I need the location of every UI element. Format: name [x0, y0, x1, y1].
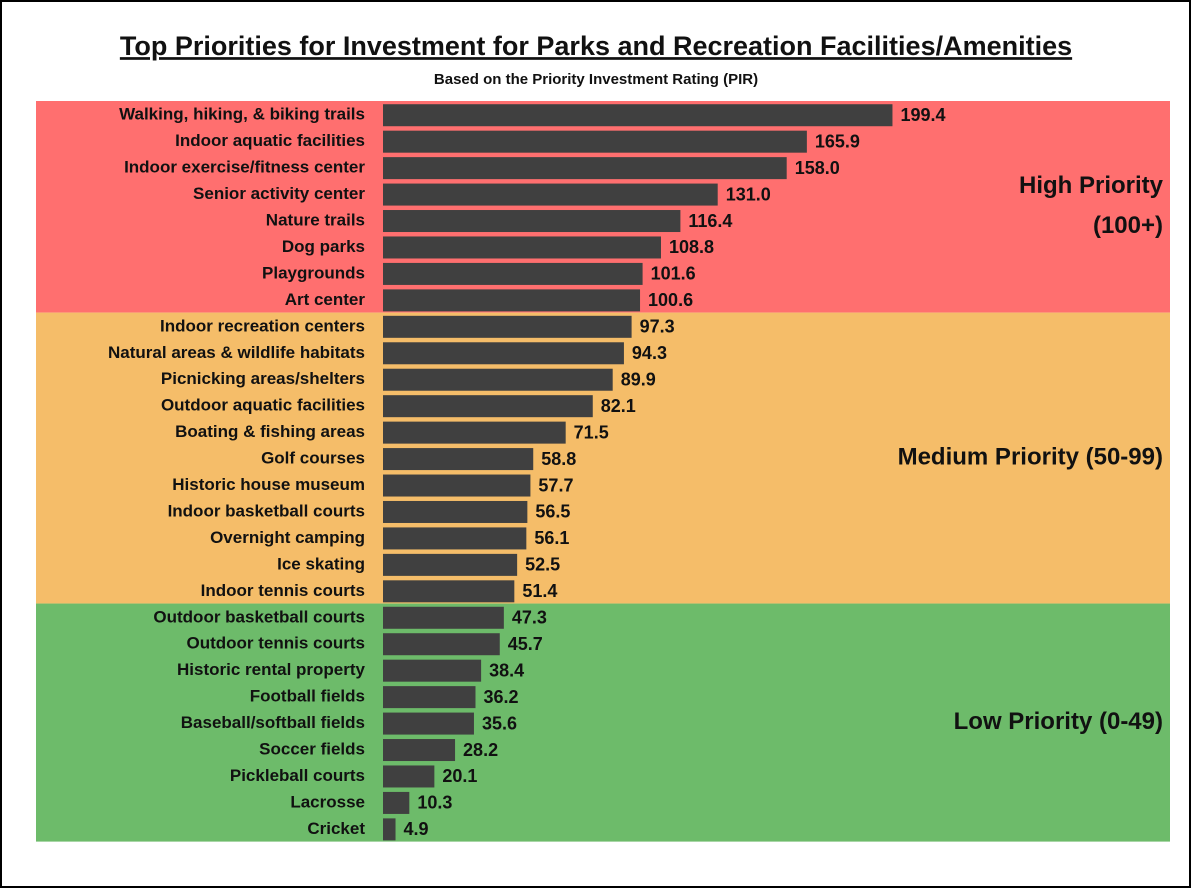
band-label: Low Priority (0-49) [954, 708, 1163, 735]
category-label: Historic house museum [172, 475, 365, 494]
band-label: (100+) [1093, 212, 1163, 239]
value-label: 97.3 [640, 317, 675, 337]
value-label: 45.7 [508, 634, 543, 654]
value-label: 165.9 [815, 131, 860, 151]
value-label: 4.9 [404, 819, 429, 839]
value-label: 58.8 [541, 449, 576, 469]
bar [383, 183, 718, 206]
bar [383, 315, 632, 338]
priority-band [36, 603, 1170, 842]
value-label: 51.4 [522, 581, 557, 601]
bar [383, 130, 807, 153]
bar [383, 791, 410, 814]
bar [383, 712, 474, 735]
category-label: Outdoor tennis courts [187, 634, 366, 653]
category-label: Nature trails [266, 211, 365, 230]
category-label: Ice skating [277, 554, 365, 573]
value-label: 108.8 [669, 237, 714, 257]
value-label: 56.1 [534, 528, 569, 548]
value-label: 57.7 [538, 475, 573, 495]
bar [383, 580, 515, 603]
bar [383, 474, 531, 497]
bar [383, 210, 681, 233]
category-label: Soccer fields [259, 740, 365, 759]
category-label: Indoor basketball courts [168, 501, 365, 520]
bar [383, 500, 528, 523]
value-label: 20.1 [442, 766, 477, 786]
category-label: Boating & fishing areas [175, 422, 365, 441]
bar [383, 421, 566, 444]
bar [383, 765, 435, 788]
bar [383, 686, 476, 709]
category-label: Baseball/softball fields [181, 713, 365, 732]
value-label: 36.2 [483, 687, 518, 707]
category-label: Walking, hiking, & biking trails [119, 105, 365, 124]
band-label: High Priority [1019, 172, 1164, 199]
bar [383, 606, 504, 629]
category-label: Pickleball courts [230, 766, 365, 785]
bar [383, 739, 456, 762]
category-label: Senior activity center [193, 184, 365, 203]
bar [383, 157, 787, 180]
value-label: 10.3 [417, 793, 452, 813]
value-label: 56.5 [535, 502, 570, 522]
bar [383, 104, 893, 127]
bar [383, 368, 613, 391]
band-label: Medium Priority (50-99) [898, 443, 1163, 470]
value-label: 158.0 [795, 158, 840, 178]
value-label: 100.6 [648, 290, 693, 310]
category-label: Natural areas & wildlife habitats [108, 343, 365, 362]
bar [383, 395, 593, 418]
value-label: 94.3 [632, 343, 667, 363]
category-label: Indoor recreation centers [160, 316, 365, 335]
value-label: 38.4 [489, 660, 524, 680]
category-label: Playgrounds [262, 263, 365, 282]
bar [383, 289, 641, 312]
bar [383, 236, 661, 259]
chart-title: Top Priorities for Investment for Parks … [120, 31, 1072, 61]
value-label: 47.3 [512, 608, 547, 628]
category-label: Lacrosse [290, 792, 365, 811]
bar [383, 818, 396, 841]
bar [383, 448, 534, 471]
category-label: Golf courses [261, 449, 365, 468]
category-label: Indoor tennis courts [201, 581, 365, 600]
category-label: Indoor aquatic facilities [175, 131, 365, 150]
category-label: Outdoor basketball courts [153, 607, 365, 626]
category-label: Overnight camping [210, 528, 365, 547]
category-label: Picnicking areas/shelters [161, 369, 365, 388]
bar [383, 342, 624, 365]
value-label: 71.5 [574, 422, 609, 442]
value-label: 101.6 [651, 264, 696, 284]
value-label: 131.0 [726, 184, 771, 204]
value-label: 35.6 [482, 713, 517, 733]
category-label: Cricket [307, 819, 365, 838]
chart-subtitle: Based on the Priority Investment Rating … [434, 71, 758, 88]
bar [383, 527, 527, 550]
value-label: 82.1 [601, 396, 636, 416]
category-label: Dog parks [282, 237, 365, 256]
category-label: Outdoor aquatic facilities [161, 396, 365, 415]
value-label: 89.9 [621, 369, 656, 389]
category-label: Football fields [250, 687, 365, 706]
value-label: 116.4 [688, 211, 732, 231]
category-label: Indoor exercise/fitness center [124, 158, 365, 177]
value-label: 28.2 [463, 740, 498, 760]
bar [383, 262, 643, 285]
bar [383, 659, 482, 682]
value-label: 199.4 [900, 105, 945, 125]
bar [383, 553, 518, 576]
bar [383, 633, 500, 656]
category-label: Historic rental property [177, 660, 366, 679]
category-label: Art center [285, 290, 366, 309]
value-label: 52.5 [525, 555, 560, 575]
